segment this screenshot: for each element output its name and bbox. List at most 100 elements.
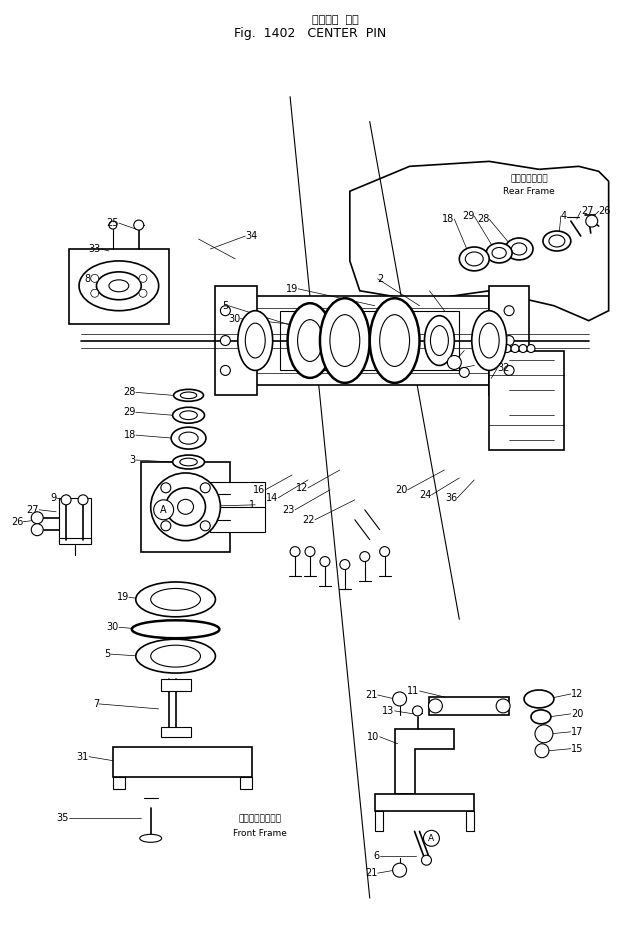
Bar xyxy=(161,679,191,691)
Bar xyxy=(210,482,265,532)
Ellipse shape xyxy=(524,690,554,708)
Text: 24: 24 xyxy=(419,490,431,499)
Text: 16: 16 xyxy=(253,485,265,495)
Bar xyxy=(69,249,168,324)
Circle shape xyxy=(161,521,171,531)
Ellipse shape xyxy=(245,323,265,358)
Text: 21: 21 xyxy=(365,690,378,700)
Ellipse shape xyxy=(486,243,512,263)
Circle shape xyxy=(134,220,144,230)
Ellipse shape xyxy=(173,407,204,423)
Bar xyxy=(466,812,474,831)
Text: 19: 19 xyxy=(286,284,298,294)
Text: 21: 21 xyxy=(365,869,378,878)
Circle shape xyxy=(290,547,300,556)
Text: 27: 27 xyxy=(27,505,39,515)
Circle shape xyxy=(392,863,407,877)
Ellipse shape xyxy=(171,427,206,449)
Text: 3: 3 xyxy=(129,455,136,465)
Text: 10: 10 xyxy=(368,732,379,742)
Text: 26: 26 xyxy=(599,206,611,216)
Text: 30: 30 xyxy=(228,313,240,324)
Text: 15: 15 xyxy=(571,744,583,753)
Ellipse shape xyxy=(511,243,527,255)
Text: 5: 5 xyxy=(105,649,111,659)
Ellipse shape xyxy=(531,710,551,724)
Text: 1: 1 xyxy=(249,499,255,510)
Ellipse shape xyxy=(465,252,483,266)
Ellipse shape xyxy=(140,834,162,843)
Ellipse shape xyxy=(370,299,420,383)
Ellipse shape xyxy=(379,314,410,366)
Text: 19: 19 xyxy=(116,592,129,603)
Ellipse shape xyxy=(97,272,141,299)
Text: A: A xyxy=(160,505,167,515)
Ellipse shape xyxy=(492,247,506,259)
Circle shape xyxy=(527,344,535,352)
Ellipse shape xyxy=(178,499,194,514)
Bar xyxy=(113,777,125,789)
Ellipse shape xyxy=(479,323,499,358)
Text: 8: 8 xyxy=(85,273,91,284)
Text: A: A xyxy=(428,834,435,843)
Text: フロントフレーム: フロントフレーム xyxy=(239,814,282,823)
Text: 31: 31 xyxy=(77,751,89,762)
Bar xyxy=(374,793,474,812)
Ellipse shape xyxy=(150,589,201,610)
Polygon shape xyxy=(489,291,509,330)
Circle shape xyxy=(360,551,370,562)
Text: 32: 32 xyxy=(497,364,509,374)
Text: 18: 18 xyxy=(124,431,136,440)
Text: 34: 34 xyxy=(245,231,258,241)
Circle shape xyxy=(496,699,510,713)
Bar xyxy=(489,286,529,395)
Circle shape xyxy=(91,289,98,298)
Ellipse shape xyxy=(505,238,533,259)
Text: Fig.  1402   CENTER  PIN: Fig. 1402 CENTER PIN xyxy=(234,28,386,40)
Text: 12: 12 xyxy=(571,689,583,699)
Ellipse shape xyxy=(179,432,198,445)
Ellipse shape xyxy=(549,235,565,247)
Bar xyxy=(161,727,191,737)
Text: 33: 33 xyxy=(89,244,101,254)
Ellipse shape xyxy=(173,390,204,401)
Text: 6: 6 xyxy=(373,851,379,861)
Text: 12: 12 xyxy=(296,483,308,493)
Circle shape xyxy=(428,699,443,713)
Text: 35: 35 xyxy=(57,814,69,823)
Circle shape xyxy=(320,556,330,566)
Circle shape xyxy=(31,524,43,536)
Ellipse shape xyxy=(166,488,206,525)
Circle shape xyxy=(448,355,461,369)
Text: 20: 20 xyxy=(395,485,407,495)
Ellipse shape xyxy=(330,314,360,366)
Text: 30: 30 xyxy=(106,622,119,632)
Text: 29: 29 xyxy=(123,407,136,418)
Circle shape xyxy=(201,483,210,493)
Text: 11: 11 xyxy=(407,686,420,696)
Ellipse shape xyxy=(459,247,489,271)
Circle shape xyxy=(495,344,503,352)
Ellipse shape xyxy=(136,582,215,617)
Ellipse shape xyxy=(320,299,370,383)
Ellipse shape xyxy=(425,315,454,365)
Text: 36: 36 xyxy=(445,493,457,503)
Ellipse shape xyxy=(288,303,332,378)
Text: Front Frame: Front Frame xyxy=(233,829,287,838)
Bar xyxy=(255,296,489,385)
Text: Rear Frame: Rear Frame xyxy=(503,187,555,195)
Circle shape xyxy=(109,221,117,229)
Ellipse shape xyxy=(543,231,571,251)
Circle shape xyxy=(423,830,439,846)
Polygon shape xyxy=(350,162,608,321)
Bar xyxy=(59,538,91,544)
Bar xyxy=(489,351,564,450)
Circle shape xyxy=(201,521,210,531)
Circle shape xyxy=(61,495,71,505)
Text: 17: 17 xyxy=(571,727,583,737)
Ellipse shape xyxy=(472,311,506,370)
Circle shape xyxy=(535,744,549,758)
Text: 13: 13 xyxy=(383,706,395,716)
Ellipse shape xyxy=(109,280,129,292)
Circle shape xyxy=(379,547,389,556)
